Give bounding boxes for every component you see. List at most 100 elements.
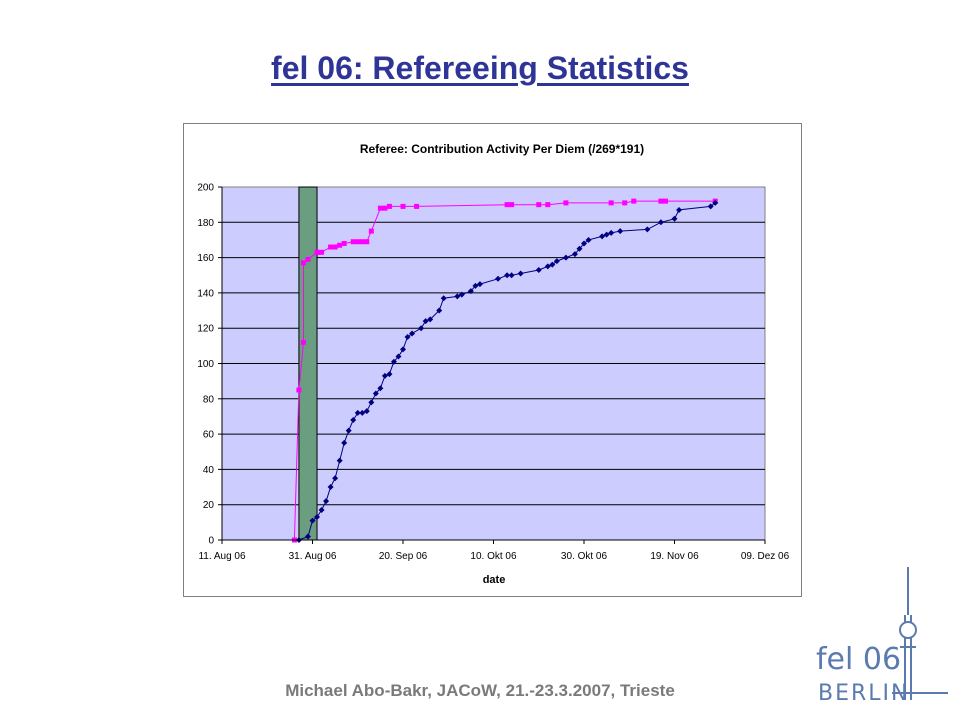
series-1-point xyxy=(341,439,348,446)
series-1-point xyxy=(377,385,384,392)
series-1-point xyxy=(436,307,443,314)
series-0-point xyxy=(608,200,614,206)
series-0-point xyxy=(359,239,365,245)
logo-line1: fel 06 xyxy=(816,642,901,677)
y-tick-label: 0 xyxy=(208,536,214,547)
series-1-point xyxy=(458,291,465,298)
series-0-point xyxy=(509,202,515,208)
series-1-point xyxy=(404,334,411,341)
series-1-point xyxy=(517,270,524,277)
series-1-point xyxy=(323,498,330,505)
y-tick-label: 160 xyxy=(197,253,214,264)
y-tick-label: 80 xyxy=(203,394,215,405)
series-1-point xyxy=(617,228,624,235)
series-1-point xyxy=(553,258,560,265)
series-1-point xyxy=(386,371,393,378)
x-tick-label: 10. Okt 06 xyxy=(470,551,517,562)
series-0-point xyxy=(400,203,406,209)
series-0-point xyxy=(332,244,338,250)
series-0-point xyxy=(314,249,320,255)
y-tick-label: 40 xyxy=(203,465,215,476)
series-1-point xyxy=(368,399,375,406)
series-1-point xyxy=(314,514,321,521)
series-1-point xyxy=(549,261,556,268)
series-1-point xyxy=(440,295,447,302)
series-0-point xyxy=(377,205,383,211)
series-1-point xyxy=(400,346,406,353)
x-axis: 11. Aug 06 31. Aug 06 20. Sep 06 10. Okt 06… xyxy=(198,539,790,562)
series-1-point xyxy=(327,484,334,491)
x-axis-label: date xyxy=(483,574,506,586)
series-1-point xyxy=(712,199,719,206)
series-1-point xyxy=(472,282,479,289)
series-0-point xyxy=(631,198,637,204)
series-1-point xyxy=(304,533,311,540)
series-1-point xyxy=(671,215,678,222)
y-axis: 0 20 40 60 80 100 120 140 160 180 200 xyxy=(197,183,223,547)
series-1-point xyxy=(535,266,542,273)
series-1-point xyxy=(427,316,434,323)
x-tick-label: 19. Nov 06 xyxy=(650,551,699,562)
y-tick-label: 60 xyxy=(203,430,215,441)
series-0-point xyxy=(350,239,356,245)
series-0-point xyxy=(563,200,569,206)
series-0-point xyxy=(536,202,542,208)
chart-title: Referee: Contribution Activity Per Diem … xyxy=(360,142,644,156)
series-1-point xyxy=(350,416,357,423)
series-1-line xyxy=(298,202,716,541)
series-0-point xyxy=(300,339,306,345)
series-1-point xyxy=(608,229,615,236)
series-1-point xyxy=(644,226,651,233)
series-1-point xyxy=(603,231,610,238)
chart-frame: Referee: Contribution Activity Per Diem … xyxy=(183,123,802,597)
series-0-point xyxy=(328,244,334,250)
series-1-point xyxy=(395,353,402,360)
series-1-point xyxy=(390,358,397,365)
series-1-point xyxy=(544,263,551,270)
series-1-point xyxy=(354,409,361,416)
series-1-point xyxy=(504,272,511,279)
series-1-point xyxy=(508,272,515,279)
series-1-point xyxy=(562,254,569,261)
series-1-point xyxy=(309,517,316,524)
series-0-point xyxy=(504,202,510,208)
series-1-point xyxy=(476,281,483,288)
x-tick-label: 11. Aug 06 xyxy=(198,551,246,562)
series-0-point xyxy=(319,249,325,255)
series-0-point xyxy=(662,198,668,204)
series-0-point xyxy=(382,205,388,211)
y-tick-label: 120 xyxy=(197,324,214,335)
series-0-point xyxy=(622,200,628,206)
series-1-point xyxy=(345,427,352,434)
series-0-point xyxy=(300,260,306,266)
series-0-point xyxy=(658,198,664,204)
series-1-point xyxy=(581,240,587,247)
y-tick-label: 20 xyxy=(203,500,215,511)
series-0-point xyxy=(414,203,420,209)
series-0-point xyxy=(305,256,311,262)
series-1-point xyxy=(409,330,416,337)
x-tick-label: 30. Okt 06 xyxy=(561,551,608,562)
series-1-point xyxy=(372,390,379,397)
series-1-point xyxy=(336,457,343,464)
series-1-point xyxy=(599,233,606,240)
series-1-point xyxy=(585,236,592,243)
series-0-point xyxy=(296,387,302,393)
series-1-point xyxy=(454,293,461,300)
series-0-point xyxy=(337,242,343,248)
fel06-berlin-logo: fel 06 BERLIN xyxy=(816,567,948,705)
series-0-point xyxy=(386,203,392,209)
series-1-point xyxy=(332,475,339,482)
series-1-point xyxy=(467,288,474,295)
series-1-point xyxy=(707,203,714,210)
x-tick-label: 31. Aug 06 xyxy=(289,551,337,562)
series-0-point xyxy=(368,228,374,234)
tv-tower-icon xyxy=(892,567,948,700)
x-tick-label: 09. Dez 06 xyxy=(741,551,790,562)
series-0-point xyxy=(364,239,370,245)
series-0-point xyxy=(355,239,361,245)
series-1-point xyxy=(359,409,366,416)
series-1-point xyxy=(418,325,425,332)
series-0-point xyxy=(545,202,551,208)
series-1-point xyxy=(576,245,583,252)
